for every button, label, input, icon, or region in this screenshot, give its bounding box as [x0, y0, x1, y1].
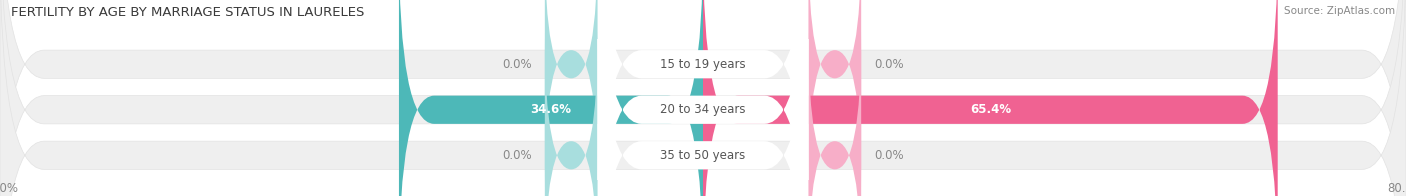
FancyBboxPatch shape — [546, 0, 598, 187]
Text: 65.4%: 65.4% — [970, 103, 1011, 116]
Text: 0.0%: 0.0% — [502, 58, 531, 71]
Text: 20 to 34 years: 20 to 34 years — [661, 103, 745, 116]
Text: 15 to 19 years: 15 to 19 years — [661, 58, 745, 71]
Text: 34.6%: 34.6% — [530, 103, 571, 116]
FancyBboxPatch shape — [598, 0, 808, 196]
FancyBboxPatch shape — [598, 0, 808, 196]
Text: 0.0%: 0.0% — [875, 58, 904, 71]
FancyBboxPatch shape — [546, 33, 598, 196]
FancyBboxPatch shape — [598, 0, 808, 196]
FancyBboxPatch shape — [808, 0, 860, 187]
Text: Source: ZipAtlas.com: Source: ZipAtlas.com — [1284, 6, 1395, 16]
Text: 0.0%: 0.0% — [502, 149, 531, 162]
FancyBboxPatch shape — [703, 0, 1278, 196]
Text: FERTILITY BY AGE BY MARRIAGE STATUS IN LAURELES: FERTILITY BY AGE BY MARRIAGE STATUS IN L… — [11, 6, 364, 19]
Text: 0.0%: 0.0% — [875, 149, 904, 162]
FancyBboxPatch shape — [399, 0, 703, 196]
Text: 35 to 50 years: 35 to 50 years — [661, 149, 745, 162]
FancyBboxPatch shape — [808, 33, 860, 196]
